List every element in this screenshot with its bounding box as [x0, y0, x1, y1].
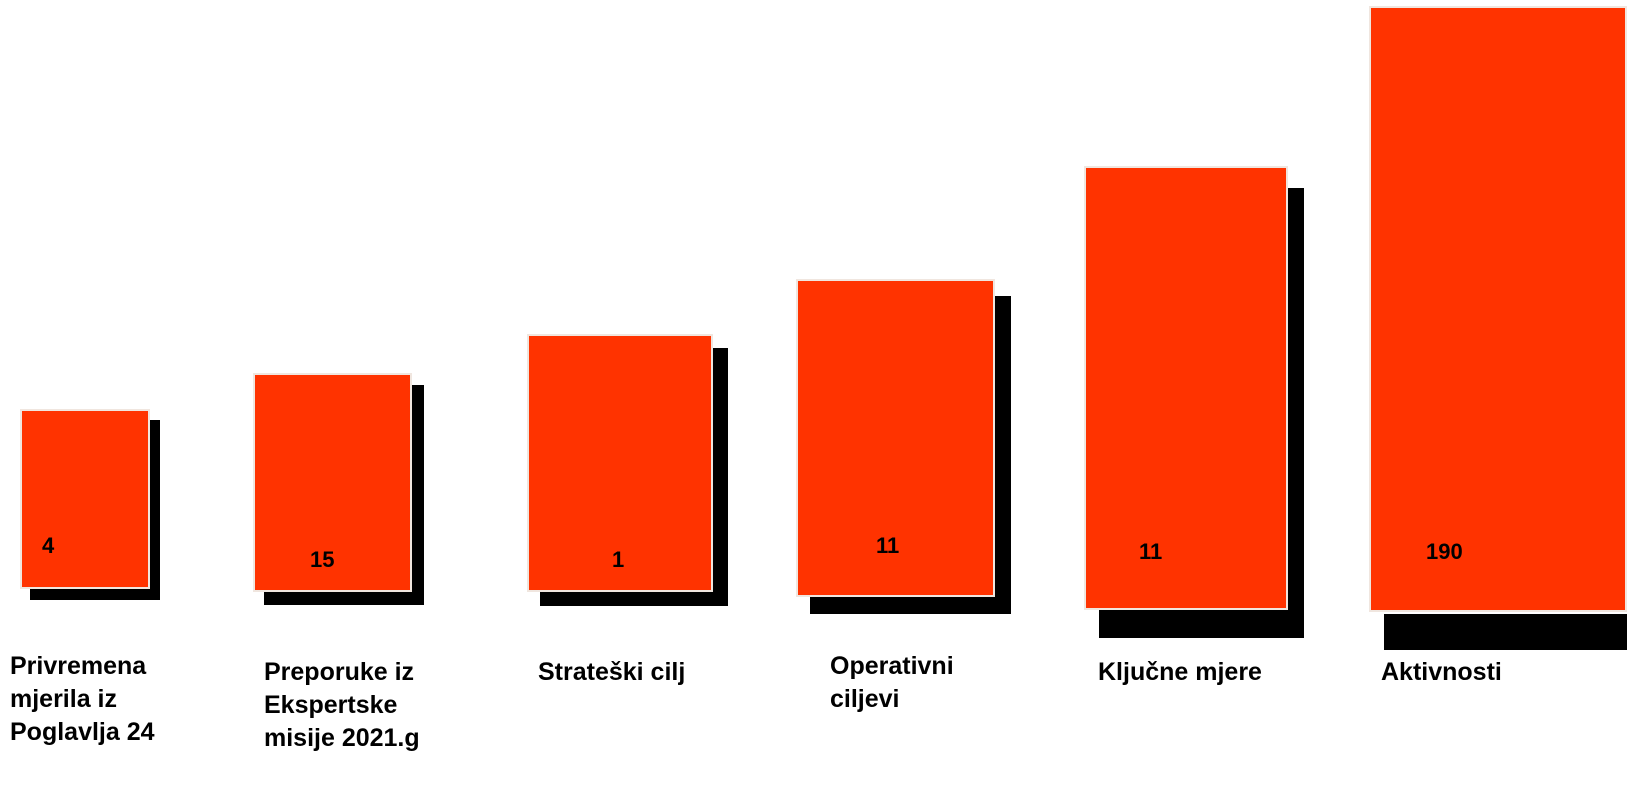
- step-label-line: Poglavlja 24: [10, 718, 155, 746]
- step-count: 11: [876, 533, 900, 558]
- step-label-line: Operativni: [830, 652, 954, 680]
- step-label-strateski-cilj: Strateški cilj: [538, 656, 685, 689]
- step-label-line: Preporuke iz: [264, 658, 415, 686]
- step-label-line: Privremena: [10, 652, 147, 680]
- step-label-privremena-mjerila: Privremena mjerila iz Poglavlja 24: [10, 650, 155, 749]
- step-face: [796, 279, 995, 597]
- step-count: 190: [1426, 539, 1463, 564]
- step-shadow: [1384, 614, 1627, 650]
- step-label-line: mjerila iz: [10, 685, 117, 713]
- step-label-preporuke: Preporuke iz Ekspertske misije 2021.g: [264, 656, 420, 755]
- step-label-line: misije 2021.g: [264, 724, 420, 752]
- step-count: 11: [1139, 539, 1163, 564]
- step-count: 15: [310, 547, 335, 572]
- step-count: 4: [42, 533, 55, 558]
- step-label-operativni-ciljevi: Operativni ciljevi: [830, 650, 954, 716]
- step-label-aktivnosti: Aktivnosti: [1381, 656, 1502, 689]
- step-label-line: Ekspertske: [264, 691, 398, 719]
- step-count: 1: [612, 547, 625, 572]
- step-face: [1084, 166, 1288, 610]
- step-face: [20, 409, 150, 589]
- step-label-line: ciljevi: [830, 685, 900, 713]
- step-label-line: Strateški cilj: [538, 658, 686, 686]
- step-face: [1369, 6, 1627, 612]
- step-label-kljucne-mjere: Ključne mjere: [1098, 656, 1262, 689]
- step-face: [253, 373, 412, 592]
- step-face: [527, 334, 713, 592]
- step-label-line: Ključne mjere: [1098, 658, 1262, 686]
- step-label-line: Aktivnosti: [1381, 658, 1502, 686]
